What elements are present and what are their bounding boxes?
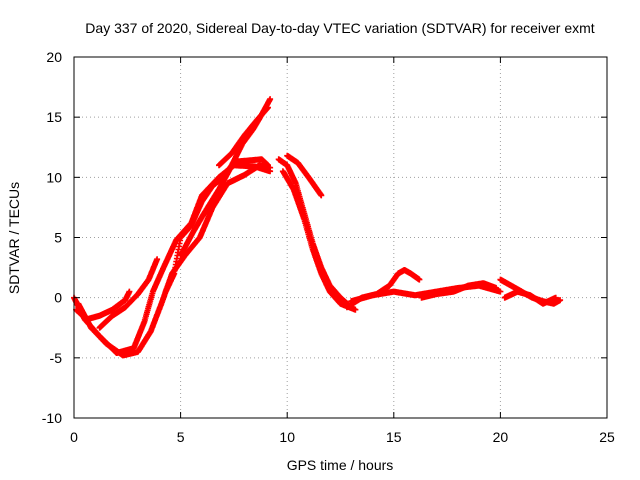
y-tick-label: 20 — [46, 49, 62, 65]
series-track-3 — [73, 288, 133, 323]
y-tick-label: 10 — [46, 169, 62, 185]
series-track-4 — [96, 256, 161, 331]
series-markers — [418, 280, 500, 301]
series-track-10 — [284, 152, 325, 199]
x-tick-label: 20 — [493, 429, 509, 445]
series-markers — [75, 162, 274, 359]
series-track-2 — [75, 162, 274, 359]
series-markers — [96, 256, 161, 331]
data-points — [71, 96, 564, 359]
y-tick-label: 0 — [54, 290, 62, 306]
series-track-13 — [418, 280, 500, 301]
x-axis-label: GPS time / hours — [287, 457, 394, 473]
x-tick-label: 10 — [279, 429, 295, 445]
y-tick-label: 15 — [46, 109, 62, 125]
x-tick-label: 15 — [386, 429, 402, 445]
y-tick-label: 5 — [54, 230, 62, 246]
series-markers — [177, 156, 271, 259]
series-markers — [284, 152, 325, 199]
x-tick-label: 5 — [177, 429, 185, 445]
y-tick-label: -5 — [50, 350, 63, 366]
y-tick-label: -10 — [42, 410, 62, 426]
axis-ticks: 0 5 10 15 20 25 -10 -5 0 5 10 15 20 — [42, 49, 615, 445]
chart-title: Day 337 of 2020, Sidereal Day-to-day VTE… — [85, 20, 594, 36]
series-track-6 — [177, 156, 271, 259]
x-tick-label: 0 — [70, 429, 78, 445]
series-markers — [216, 104, 271, 169]
series-markers — [501, 288, 559, 307]
series-markers — [73, 288, 133, 323]
y-axis-label: SDTVAR / TECUs — [6, 182, 22, 294]
grid-lines — [74, 57, 607, 418]
series-track-7 — [216, 104, 271, 169]
x-tick-label: 25 — [599, 429, 615, 445]
series-track-15 — [501, 288, 559, 307]
